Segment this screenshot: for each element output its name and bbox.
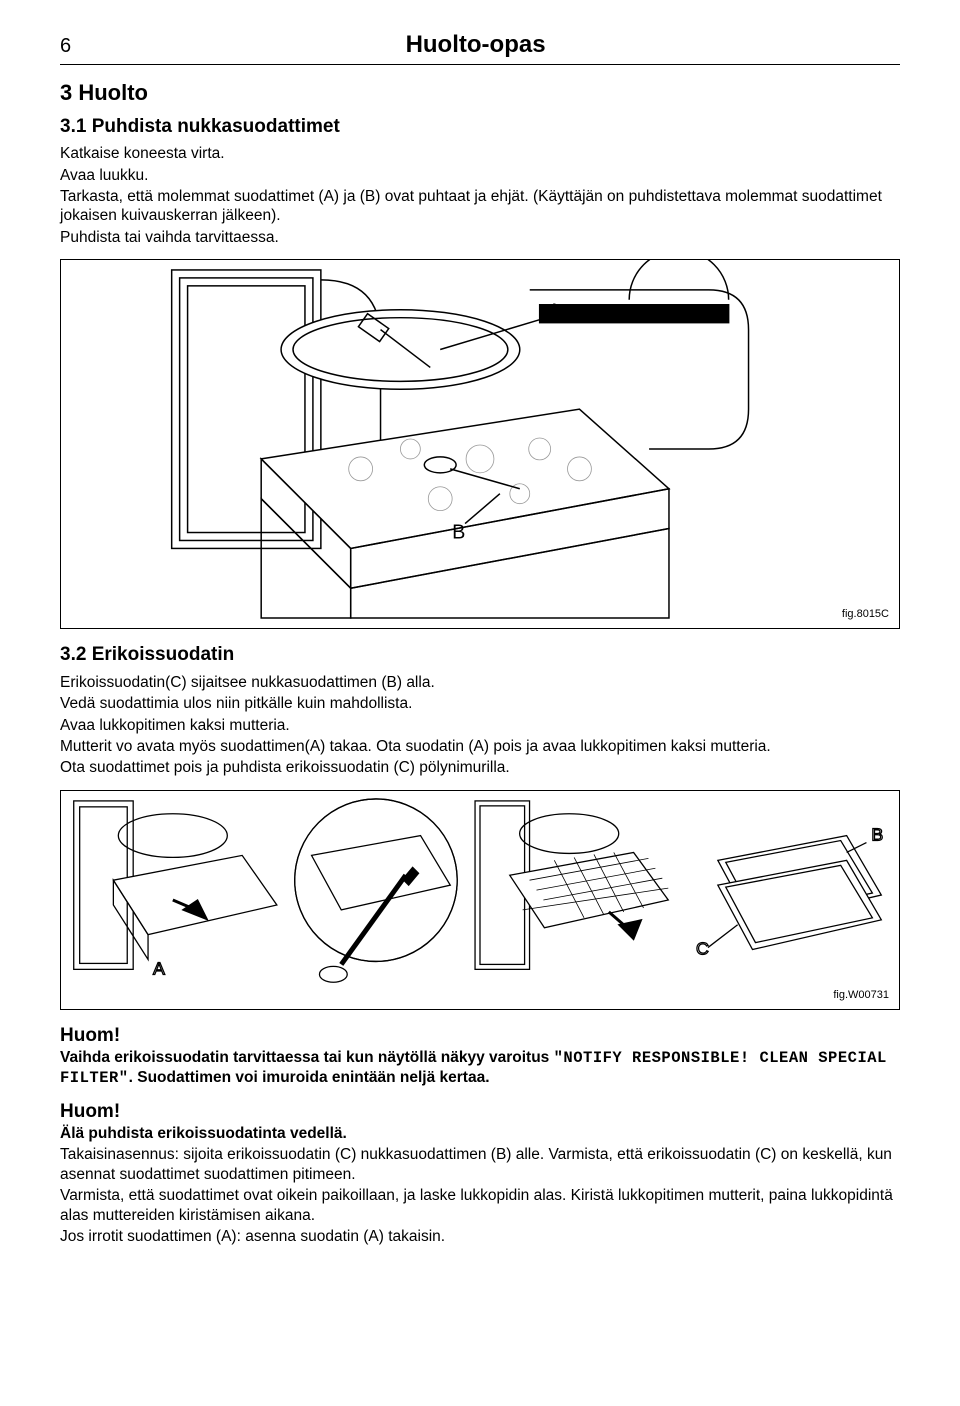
body-text: Jos irrotit suodattimen (A): asenna suod… [60,1227,900,1246]
body-text: Puhdista tai vaihda tarvittaessa. [60,228,900,247]
page-header: 6 Huolto-opas [60,30,900,60]
subheading-3-2: 3.2 Erikoissuodatin [60,643,900,667]
body-text: Mutterit vo avata myös suodattimen(A) ta… [60,737,900,756]
header-title: Huolto-opas [406,30,546,60]
subheading-3-1: 3.1 Puhdista nukkasuodattimet [60,115,900,139]
body-text: Avaa lukkopitimen kaksi mutteria. [60,716,900,735]
body-text: Katkaise koneesta virta. [60,144,900,163]
note-heading: Huom! [60,1024,900,1048]
body-text: Vedä suodattimia ulos niin pitkälle kuin… [60,694,900,713]
body-text: Avaa luukku. [60,166,900,185]
body-text: Erikoissuodatin(C) sijaitsee nukkasuodat… [60,673,900,692]
note-heading: Huom! [60,1100,900,1124]
figure-w00731-svg: A [61,791,899,1009]
fig1-label-b: B [452,522,465,544]
body-text: Ota suodattimet pois ja puhdista erikois… [60,758,900,777]
figure-caption: fig.W00731 [833,989,889,1003]
page-number: 6 [60,34,71,59]
figure-caption: fig.8015C [842,608,889,622]
note-text: . Suodattimen voi imuroida enintään nelj… [129,1069,490,1086]
figure-8015c-svg: A B [61,260,899,628]
note-text: Älä puhdista erikoissuodatinta vedellä. [60,1125,347,1142]
note-body: Vaihda erikoissuodatin tarvittaessa tai … [60,1048,900,1089]
fig2-label-c: C [696,938,709,958]
note-body: Älä puhdista erikoissuodatinta vedellä. [60,1124,900,1143]
fig2-label-a: A [153,958,165,978]
note-text: Vaihda erikoissuodatin tarvittaessa tai … [60,1049,554,1066]
body-text: Tarkasta, että molemmat suodattimet (A) … [60,187,900,226]
section-heading: 3 Huolto [60,79,900,107]
body-text: Varmista, että suodattimet ovat oikein p… [60,1186,900,1225]
body-text: Takaisinasennus: sijoita erikoissuodatin… [60,1145,900,1184]
fig2-label-b: B [871,824,883,844]
figure-8015c: A B fig.8015C [60,259,900,629]
header-rule [60,64,900,65]
figure-w00731: A [60,790,900,1010]
fig1-label-a: A [548,301,562,323]
